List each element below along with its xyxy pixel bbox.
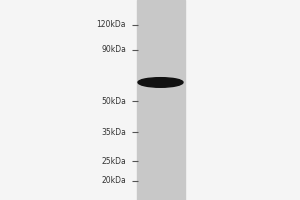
Text: 25kDa: 25kDa [101, 157, 126, 166]
Ellipse shape [138, 78, 183, 87]
Text: 120kDa: 120kDa [97, 20, 126, 29]
Text: 35kDa: 35kDa [101, 128, 126, 137]
Bar [136, 0, 184, 200]
Text: 50kDa: 50kDa [101, 97, 126, 106]
Text: 20kDa: 20kDa [101, 176, 126, 185]
Text: 90kDa: 90kDa [101, 45, 126, 54]
